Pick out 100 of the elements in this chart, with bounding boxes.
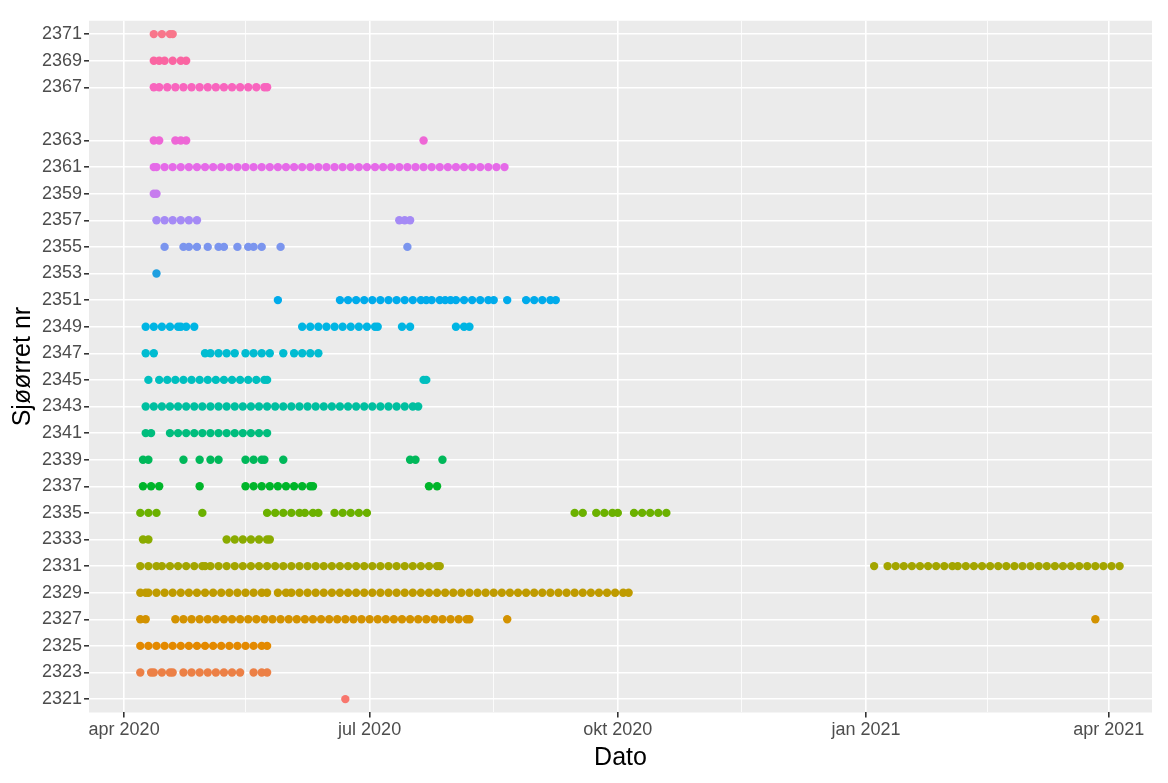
y-tick-label: 2339 — [42, 448, 83, 469]
point — [503, 295, 512, 305]
x-tick-label: apr 2021 — [1073, 719, 1145, 740]
point — [454, 615, 463, 624]
point — [476, 295, 485, 305]
point — [284, 615, 293, 624]
point — [246, 428, 256, 438]
point — [157, 29, 167, 39]
point — [295, 402, 304, 411]
point — [346, 162, 355, 172]
point — [400, 295, 409, 305]
point — [368, 295, 377, 305]
point — [163, 375, 172, 385]
point — [476, 162, 485, 172]
point — [327, 402, 337, 411]
x-tick-label: jan 2021 — [830, 719, 901, 740]
point — [297, 349, 307, 358]
point — [319, 402, 328, 411]
point — [427, 162, 436, 172]
point — [211, 668, 221, 677]
point — [198, 508, 207, 518]
point — [279, 508, 288, 518]
y-tick-label: 2343 — [42, 395, 83, 416]
point — [200, 162, 210, 172]
point — [637, 508, 647, 518]
point — [168, 216, 177, 225]
point — [465, 322, 474, 331]
point — [373, 615, 382, 624]
point — [184, 641, 194, 651]
point — [203, 83, 212, 92]
point — [268, 615, 277, 624]
point — [208, 641, 218, 651]
point — [521, 295, 531, 305]
point — [314, 349, 323, 358]
point — [219, 375, 229, 385]
point — [222, 428, 231, 438]
point — [241, 349, 250, 358]
point — [241, 162, 250, 172]
point — [181, 402, 191, 411]
point — [362, 508, 372, 518]
point — [244, 83, 253, 92]
point — [184, 216, 194, 225]
point — [443, 162, 453, 172]
point — [187, 668, 196, 677]
point — [265, 349, 274, 358]
point — [190, 428, 199, 438]
point — [419, 162, 428, 172]
point — [154, 375, 164, 385]
point — [397, 322, 407, 331]
point — [529, 295, 539, 305]
point — [467, 295, 477, 305]
point — [200, 641, 210, 651]
point — [192, 216, 202, 225]
point — [149, 29, 158, 39]
point — [378, 162, 388, 172]
point — [227, 83, 237, 92]
y-tick-label: 2353 — [42, 262, 83, 283]
point — [249, 668, 258, 677]
point — [246, 535, 256, 544]
point — [422, 615, 431, 624]
point — [173, 402, 183, 411]
point — [365, 615, 374, 624]
y-tick-label: 2331 — [42, 555, 83, 576]
point — [306, 349, 315, 358]
y-tick-label: 2335 — [42, 501, 83, 522]
point — [171, 375, 180, 385]
y-tick-label: 2371 — [42, 23, 83, 44]
point — [413, 615, 423, 624]
point — [451, 162, 461, 172]
y-tick-label: 2323 — [42, 661, 83, 682]
point — [233, 242, 242, 252]
point — [271, 402, 280, 411]
y-tick-label: 2355 — [42, 235, 83, 256]
point — [203, 375, 212, 385]
point — [600, 508, 609, 518]
point — [235, 375, 245, 385]
point — [168, 162, 177, 172]
point — [241, 641, 250, 651]
point — [276, 242, 285, 252]
point — [217, 162, 226, 172]
point — [222, 349, 231, 358]
point — [438, 455, 447, 464]
point — [214, 455, 223, 464]
point — [230, 402, 239, 411]
point — [314, 508, 323, 518]
point — [149, 402, 158, 411]
point — [152, 508, 161, 518]
point — [316, 615, 326, 624]
y-tick-label: 2325 — [42, 634, 83, 655]
point — [435, 162, 444, 172]
point — [152, 216, 161, 225]
point — [149, 322, 158, 331]
point — [411, 455, 420, 464]
point — [179, 83, 188, 92]
point — [362, 162, 372, 172]
point — [146, 482, 156, 491]
point — [157, 322, 167, 331]
point — [330, 322, 339, 331]
point — [206, 402, 215, 411]
point — [484, 162, 493, 172]
